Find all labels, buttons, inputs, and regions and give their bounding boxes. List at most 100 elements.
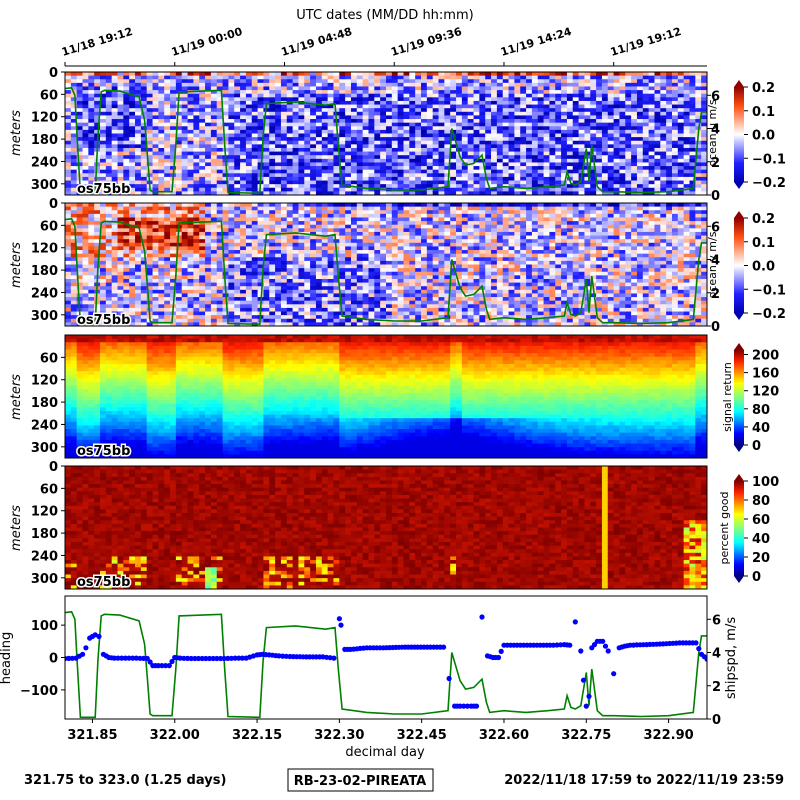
heatmap-cell	[129, 144, 136, 149]
heatmap-cell	[671, 166, 679, 171]
heatmap-cell	[636, 82, 644, 88]
heatmap-cell	[315, 173, 323, 178]
heatmap-cell	[701, 104, 707, 109]
heatmap-cell	[304, 176, 311, 182]
heatmap-cell	[380, 104, 387, 109]
heatmap-cell	[82, 250, 89, 255]
heatmap-cell	[555, 162, 562, 167]
heatmap-cell	[502, 166, 510, 171]
heatmap-cell	[129, 278, 136, 284]
heatmap-cell	[140, 257, 148, 262]
heatmap-cell	[152, 75, 159, 80]
heatmap-cell	[152, 137, 159, 142]
heatmap-cell	[444, 129, 451, 135]
heatmap-cell	[146, 260, 154, 266]
heatmap-cell	[327, 176, 335, 182]
heatmap-cell	[263, 86, 270, 91]
heatmap-cell	[496, 90, 504, 95]
heatmap-cell	[100, 184, 107, 189]
heatmap-cell	[251, 119, 259, 124]
heatmap-cell	[315, 126, 323, 131]
heatmap-cell	[111, 169, 119, 174]
heatmap-cell	[619, 144, 626, 149]
heatmap-cell	[654, 129, 661, 135]
heatmap-cell	[566, 100, 574, 106]
heatmap-cell	[105, 271, 113, 276]
heatmap-cell	[65, 231, 72, 237]
heatmap-cell	[216, 119, 224, 124]
heatmap-cell	[537, 144, 545, 149]
heatmap-cell	[199, 108, 206, 113]
heatmap-cell	[292, 72, 300, 77]
heatmap-cell	[520, 129, 527, 135]
heatmap-cell	[205, 289, 212, 295]
heatmap-cell	[333, 187, 340, 192]
heatmap-cell	[210, 166, 218, 171]
heatmap-cell	[403, 82, 410, 88]
heatmap-cell	[572, 151, 580, 156]
heatmap-cell	[677, 126, 685, 131]
heatmap-cell	[234, 210, 241, 215]
heatmap-cell	[584, 90, 591, 95]
heatmap-cell	[175, 260, 183, 266]
heatmap-cell	[105, 322, 113, 326]
heatmap-cell	[181, 217, 189, 222]
heatmap-cell	[415, 93, 422, 98]
heatmap-cell	[397, 122, 405, 127]
heatmap-cell	[123, 180, 130, 185]
heatmap-cell	[625, 180, 632, 185]
heatmap-cell	[362, 90, 370, 95]
heatmap-cell	[251, 217, 259, 222]
heatmap-cell	[94, 184, 101, 189]
heatmap-cell	[82, 119, 89, 124]
heatmap-cell	[409, 82, 416, 88]
heatmap-cell	[123, 97, 130, 102]
heatmap-cell	[380, 119, 387, 124]
heatmap-cell	[181, 129, 189, 135]
heatmap-cell	[199, 260, 206, 266]
heatmap-cell	[350, 100, 358, 106]
heatmap-cell	[164, 169, 171, 174]
heatmap-cell	[123, 162, 130, 167]
heatmap-cell	[380, 126, 387, 131]
heatmap-cell	[205, 126, 212, 131]
heatmap-cell	[117, 166, 124, 171]
heatmap-cell	[245, 158, 253, 164]
heatmap-cell	[117, 191, 124, 195]
heatmap-cell	[222, 93, 230, 98]
heatmap-cell	[345, 86, 352, 91]
heatmap-cell	[537, 82, 545, 88]
heatmap-cell	[175, 158, 183, 164]
heatmap-cell	[613, 147, 621, 153]
heatmap-cell	[333, 137, 340, 142]
heatmap-cell	[549, 93, 556, 98]
heatmap-cell	[234, 311, 241, 316]
heatmap-cell	[94, 180, 101, 185]
heatmap-cell	[245, 187, 253, 192]
heatmap-cell	[642, 108, 650, 113]
heatmap-cell	[689, 187, 696, 192]
heatmap-cell	[82, 180, 89, 185]
heatmap-cell	[205, 217, 212, 222]
heatmap-cell	[689, 126, 696, 131]
heatmap-cell	[508, 137, 515, 142]
heatmap-cell	[444, 100, 451, 106]
heatmap-cell	[327, 122, 335, 127]
heatmap-cell	[228, 260, 235, 266]
heatmap-cell	[555, 72, 562, 77]
heatmap-cell	[88, 86, 95, 91]
heatmap-cell	[543, 140, 551, 145]
heatmap-cell	[613, 119, 621, 124]
heatmap-cell	[146, 140, 154, 145]
heatmap-cell	[561, 129, 568, 135]
heatmap-cell	[70, 151, 78, 156]
heatmap-cell	[467, 115, 475, 120]
heatmap-cell	[158, 115, 165, 120]
heatmap-cell	[432, 75, 440, 80]
heatmap-cell	[444, 82, 451, 88]
heatmap-cell	[70, 289, 78, 295]
heatmap-cell	[654, 180, 661, 185]
heatmap-cell	[105, 278, 113, 284]
heatmap-cell	[677, 169, 685, 174]
heatmap-cell	[502, 151, 510, 156]
